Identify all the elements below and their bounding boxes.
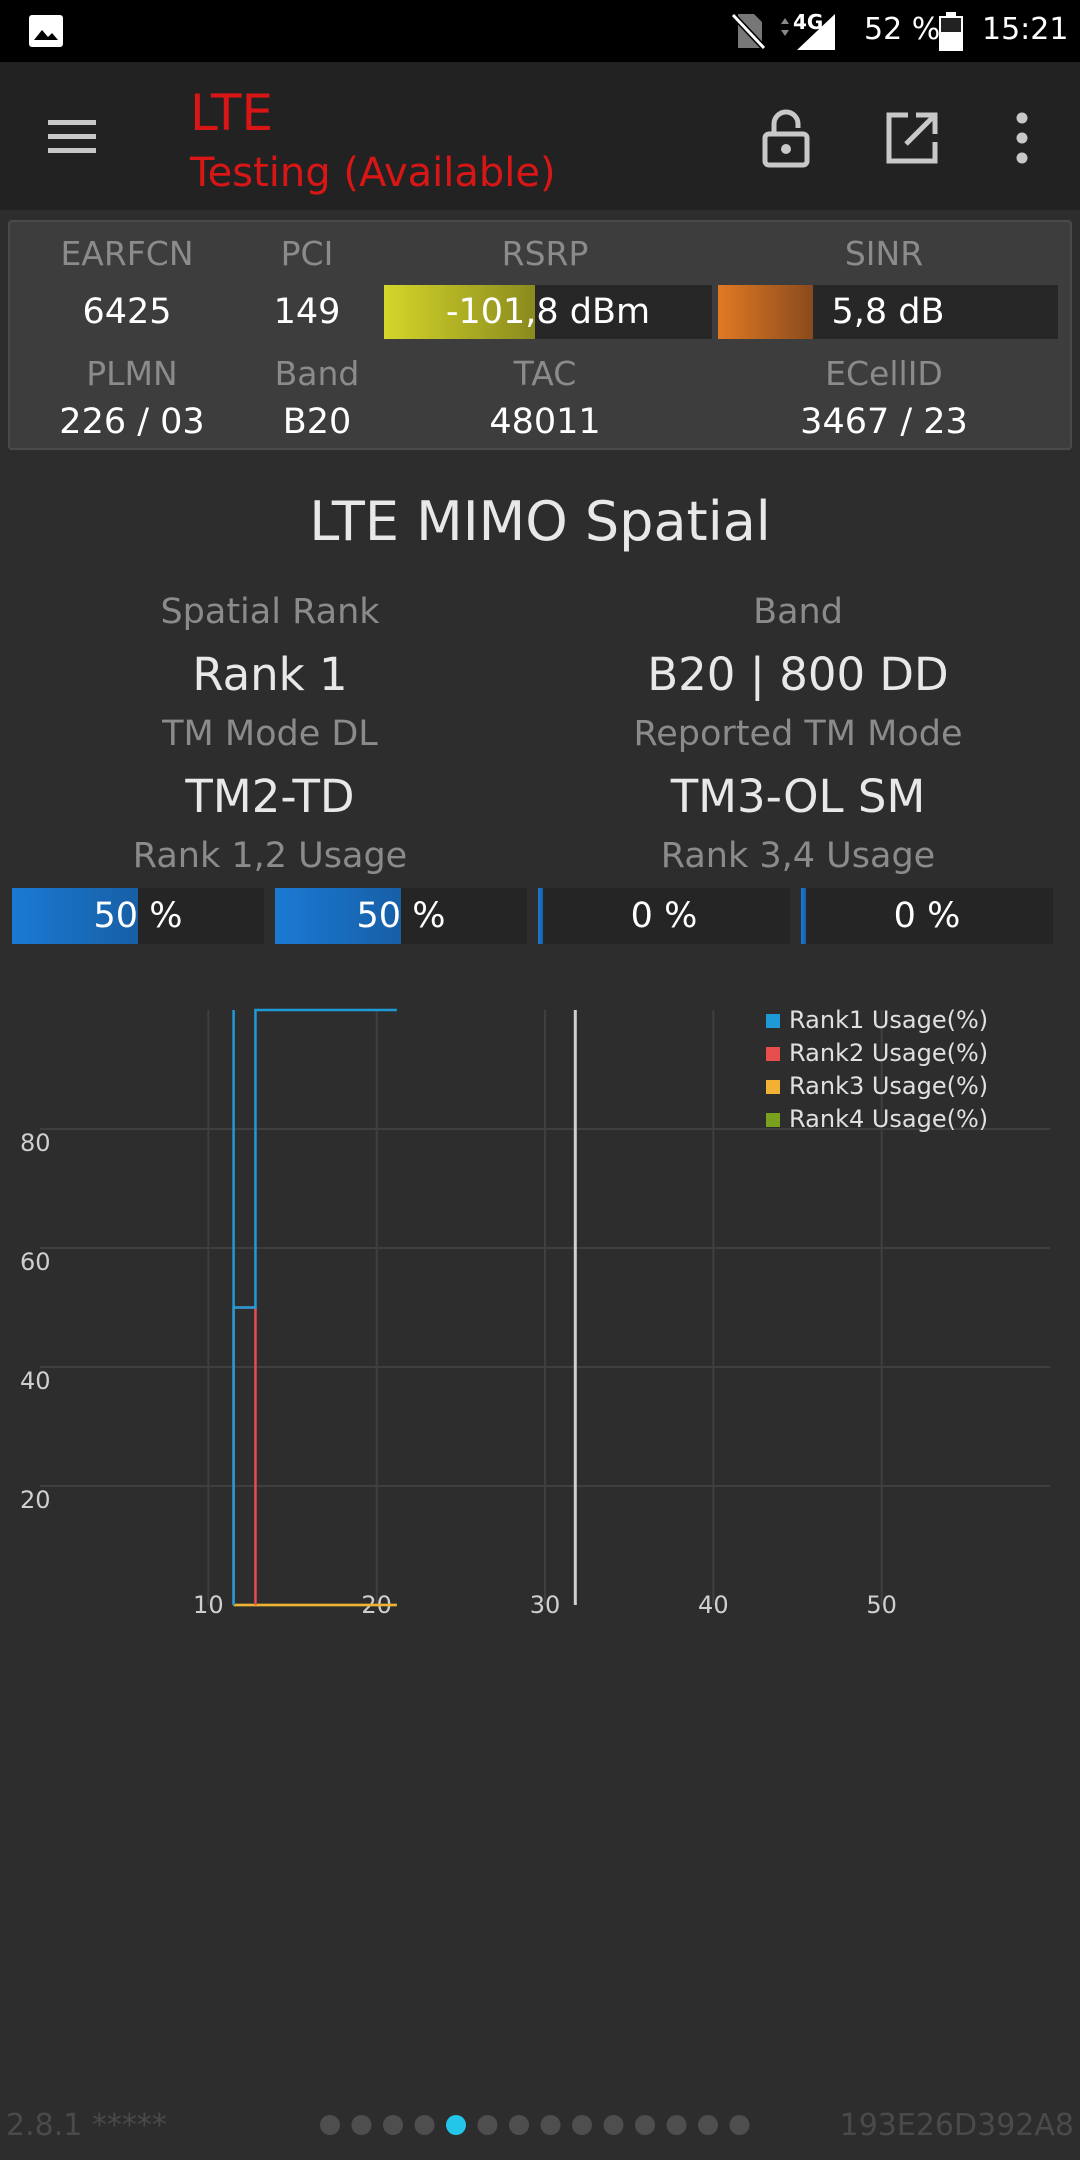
usage-fill	[275, 888, 401, 944]
network-type: 4G	[793, 10, 824, 34]
page-dot[interactable]	[477, 2115, 498, 2135]
page-dot[interactable]	[509, 2115, 529, 2135]
rank4-usage-value: 0 %	[893, 896, 961, 936]
y-tick-label: 80	[20, 1129, 51, 1157]
rank2-usage-bar: 50 %	[275, 888, 527, 944]
reported-tm-value: TM3-OL SM	[670, 770, 926, 823]
rsrp-meter-fill	[384, 285, 535, 339]
lock-open-icon[interactable]	[760, 108, 812, 168]
rank1-usage-bar: 50 %	[12, 888, 264, 944]
page-dot[interactable]	[383, 2115, 403, 2135]
rsrp-label: RSRP	[501, 234, 589, 273]
page-dot[interactable]	[414, 2115, 435, 2135]
x-tick-label: 30	[530, 1591, 561, 1619]
ecellid-label: ECellID	[825, 354, 943, 393]
battery-percentage: 52 %	[864, 12, 941, 47]
ecellid-value: 3467 / 23	[800, 402, 968, 442]
band-label: Band	[274, 354, 360, 393]
tac-label: TAC	[513, 354, 577, 393]
earfcn-value: 6425	[82, 292, 172, 332]
page-dot[interactable]	[572, 2115, 592, 2135]
y-tick-label: 60	[20, 1248, 51, 1276]
pci-value: 149	[273, 292, 341, 332]
app-version: 2.8.1 *****	[6, 2108, 167, 2143]
usage-fill	[538, 888, 544, 944]
page-dot[interactable]	[729, 2115, 750, 2135]
rank12-usage-label: Rank 1,2 Usage	[132, 836, 408, 876]
cell-info-panel: EARFCN PCI RSRP SINR 6425 149 -101,8 dBm…	[8, 220, 1072, 450]
clock: 15:21	[982, 12, 1069, 47]
page-indicator[interactable]	[0, 2112, 1080, 2138]
network-status: Testing (Available)	[190, 150, 556, 196]
rsrp-value: -101,8 dBm	[445, 292, 651, 332]
page-dot-active[interactable]	[446, 2115, 466, 2135]
y-tick-label: 20	[20, 1486, 51, 1514]
y-tick-label: 40	[20, 1367, 51, 1395]
page-dot[interactable]	[320, 2115, 340, 2135]
status-bar: 4G 52 % 15:21	[0, 0, 1080, 62]
rank3-usage-bar: 0 %	[538, 888, 790, 944]
page-dot[interactable]	[666, 2115, 687, 2135]
spatial-rank-value: Rank 1	[192, 648, 348, 701]
mimo-band-value: B20 | 800 DD	[647, 648, 949, 701]
sinr-meter-fill	[718, 285, 814, 339]
page-dot[interactable]	[635, 2115, 655, 2135]
x-tick-label: 40	[698, 1591, 729, 1619]
gallery-icon	[29, 15, 63, 47]
page-dot[interactable]	[351, 2115, 372, 2135]
legend-label: Rank2 Usage(%)	[789, 1039, 988, 1067]
rank4-usage-bar: 0 %	[801, 888, 1053, 944]
rank34-usage-label: Rank 3,4 Usage	[660, 836, 936, 876]
tm-mode-dl-label: TM Mode DL	[162, 714, 378, 754]
signal-icon	[781, 14, 835, 50]
app-bar: LTE Testing (Available)	[0, 62, 1080, 210]
device-id: 193E26D392A8	[839, 2108, 1074, 2143]
battery-icon	[939, 12, 963, 51]
rank1-usage-value: 50 %	[93, 896, 183, 936]
pci-label: PCI	[280, 234, 334, 273]
x-tick-label: 50	[866, 1591, 897, 1619]
legend-label: Rank3 Usage(%)	[789, 1072, 988, 1100]
network-title: LTE	[190, 84, 274, 142]
sinr-label: SINR	[844, 234, 924, 273]
sinr-value: 5,8 dB	[831, 292, 945, 332]
series-line	[232, 1008, 397, 1605]
no-sim-icon	[730, 12, 766, 50]
tac-value: 48011	[489, 402, 601, 442]
reported-tm-label: Reported TM Mode	[633, 714, 963, 754]
series-line	[232, 1306, 257, 1605]
legend-label: Rank1 Usage(%)	[789, 1006, 988, 1034]
legend-label: Rank4 Usage(%)	[789, 1105, 988, 1133]
legend-swatch	[766, 1080, 780, 1094]
band-value: B20	[282, 402, 352, 442]
usage-fill	[801, 888, 807, 944]
usage-fill	[12, 888, 138, 944]
spatial-rank-label: Spatial Rank	[160, 592, 380, 632]
page-dot[interactable]	[603, 2115, 624, 2135]
plmn-value: 226 / 03	[59, 402, 205, 442]
rank3-usage-value: 0 %	[630, 896, 698, 936]
legend-swatch	[766, 1047, 780, 1061]
plmn-label: PLMN	[86, 354, 178, 393]
legend-swatch	[766, 1014, 780, 1028]
section-title: LTE MIMO Spatial	[309, 490, 771, 553]
page-dot[interactable]	[698, 2115, 718, 2135]
more-options-icon[interactable]	[1008, 108, 1036, 168]
menu-icon[interactable]	[44, 114, 100, 160]
page-dot[interactable]	[540, 2115, 561, 2135]
open-external-icon[interactable]	[884, 110, 940, 166]
tm-mode-dl-value: TM2-TD	[185, 770, 355, 823]
rsrp-meter: -101,8 dBm	[384, 285, 712, 339]
earfcn-label: EARFCN	[60, 234, 194, 273]
rank2-usage-value: 50 %	[356, 896, 446, 936]
mimo-band-label: Band	[753, 592, 843, 632]
legend-swatch	[766, 1113, 780, 1127]
sinr-meter: 5,8 dB	[718, 285, 1058, 339]
x-tick-label: 10	[193, 1591, 224, 1619]
